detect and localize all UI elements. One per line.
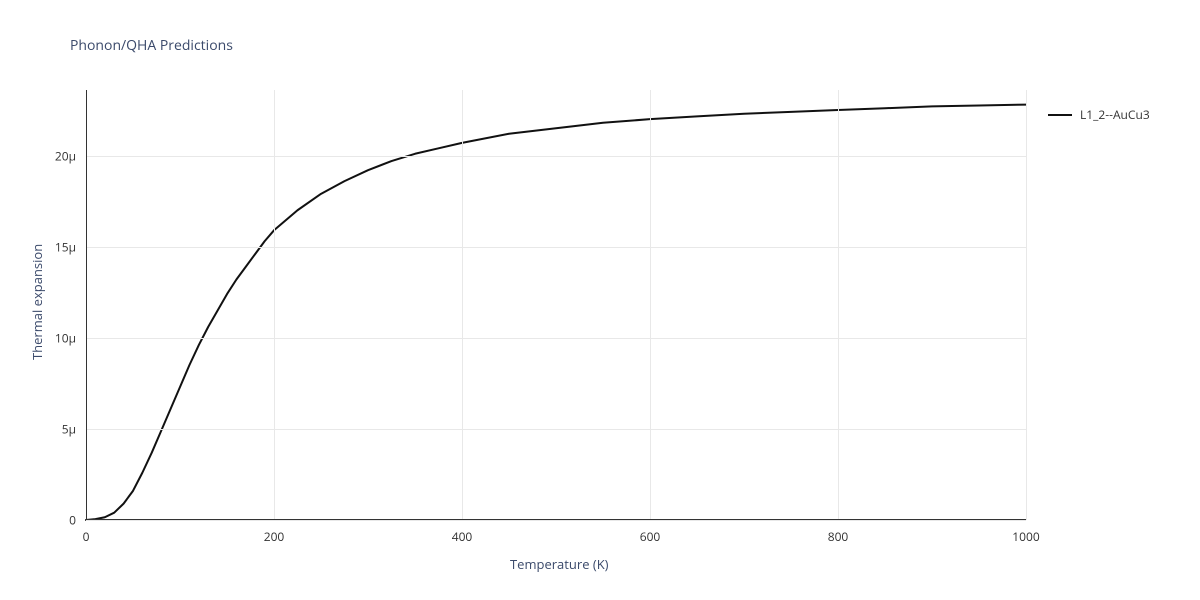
x-tick-label: 600 [640,528,661,545]
y-gridline [86,520,1026,521]
chart-title: Phonon/QHA Predictions [70,36,233,55]
y-tick-label: 20μ [55,147,76,164]
x-gridline [462,90,463,520]
x-gridline [1026,90,1027,520]
series-line [86,105,1026,520]
y-gridline [86,429,1026,430]
x-gridline [274,90,275,520]
y-gridline [86,156,1026,157]
y-tick-label: 15μ [55,238,76,255]
x-axis-line [86,519,1026,520]
x-gridline [650,90,651,520]
y-tick-label: 0 [69,512,76,529]
chart-container: Phonon/QHA Predictions Temperature (K) T… [0,0,1200,600]
x-tick-label: 0 [83,528,90,545]
x-tick-label: 200 [264,528,285,545]
x-tick-label: 1000 [1012,528,1039,545]
x-axis-title: Temperature (K) [510,555,609,573]
y-tick-label: 10μ [55,329,76,346]
line-series [86,90,1026,520]
legend-swatch [1048,114,1072,116]
legend-label: L1_2--AuCu3 [1080,106,1150,123]
legend: L1_2--AuCu3 [1048,106,1150,123]
plot-area [86,90,1026,520]
y-axis-title: Thermal expansion [28,244,46,360]
x-tick-label: 800 [828,528,849,545]
y-axis-line [86,90,87,520]
x-tick-label: 400 [452,528,473,545]
y-gridline [86,338,1026,339]
y-gridline [86,247,1026,248]
x-gridline [838,90,839,520]
y-tick-label: 5μ [62,420,76,437]
